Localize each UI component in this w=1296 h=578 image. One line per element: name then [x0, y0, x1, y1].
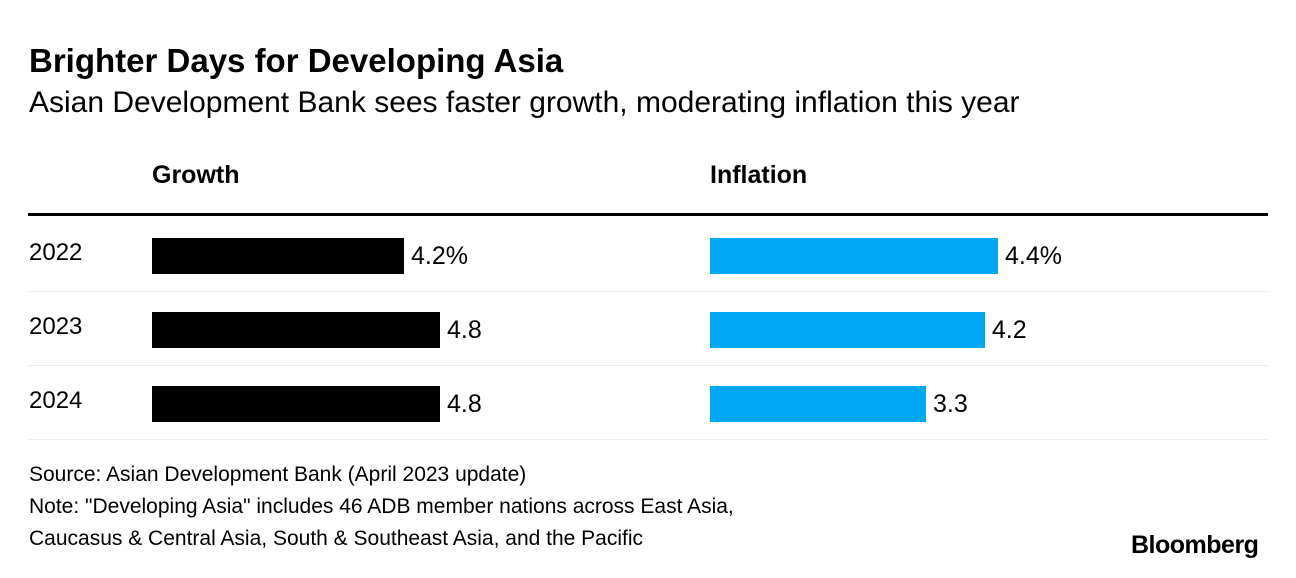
- inflation-value-label: 4.4%: [1005, 242, 1062, 270]
- year-label: 2022: [29, 239, 83, 266]
- header-divider: [28, 213, 1268, 216]
- growth-value-label: 4.8: [447, 390, 482, 418]
- inflation-bar: [710, 312, 985, 348]
- row-divider: [28, 291, 1268, 292]
- inflation-value-label: 4.2: [991, 316, 1027, 344]
- column-header-inflation: Inflation: [710, 161, 808, 189]
- column-header-growth: Growth: [152, 161, 240, 189]
- bloomberg-logo: Bloomberg: [1131, 531, 1259, 559]
- inflation-bar: [710, 386, 926, 422]
- growth-value-label: 4.2%: [411, 242, 468, 270]
- year-label: 2024: [29, 387, 83, 414]
- chart-title: Brighter Days for Developing Asia: [29, 42, 564, 79]
- source-note: Source: Asian Development Bank (April 20…: [29, 463, 527, 486]
- growth-bar: [152, 312, 440, 348]
- row-divider: [28, 365, 1268, 366]
- growth-value-label: 4.8: [447, 316, 482, 344]
- inflation-bar: [710, 238, 998, 274]
- growth-bar: [152, 238, 404, 274]
- note-line-1: Note: "Developing Asia" includes 46 ADB …: [29, 495, 734, 518]
- inflation-value-label: 3.3: [933, 390, 968, 418]
- year-label: 2023: [29, 313, 83, 340]
- chart-subtitle: Asian Development Bank sees faster growt…: [29, 86, 1020, 119]
- row-divider: [28, 439, 1268, 440]
- note-line-2: Caucasus & Central Asia, South & Southea…: [29, 527, 644, 550]
- growth-bar: [152, 386, 440, 422]
